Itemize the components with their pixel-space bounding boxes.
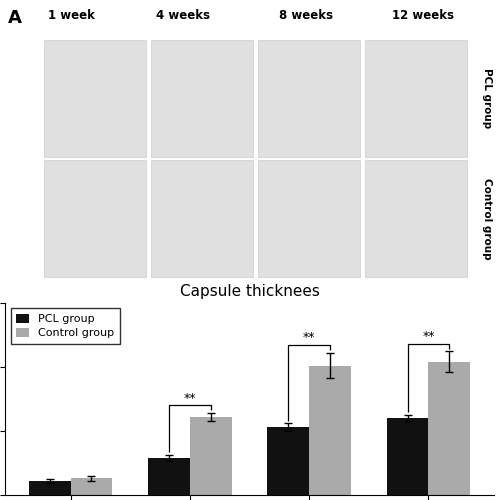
Bar [387,418,429,495]
Text: 1 week: 1 week [47,9,94,22]
Legend: PCL group, Control group: PCL group, Control group [10,308,120,344]
Text: Control group: Control group [482,178,492,259]
Text: A: A [7,9,21,27]
Bar [44,160,146,277]
Bar [267,427,309,495]
Bar [44,40,146,157]
Bar [258,40,360,157]
Text: 4 weeks: 4 weeks [157,9,211,22]
Bar [258,160,360,277]
Bar [29,481,70,495]
Bar [70,478,112,495]
Bar [309,366,351,495]
Bar [151,160,253,277]
Text: 12 weeks: 12 weeks [392,9,454,22]
Text: **: ** [422,330,435,343]
Text: **: ** [184,392,196,404]
Bar [151,40,253,157]
Text: PCL group: PCL group [482,68,492,128]
Bar [365,40,467,157]
Bar [148,458,190,495]
Bar [190,417,232,495]
Text: 8 weeks: 8 weeks [279,9,333,22]
Bar [365,160,467,277]
Title: Capsule thicknees: Capsule thicknees [180,284,319,298]
Bar [429,362,470,495]
Text: **: ** [303,332,315,344]
